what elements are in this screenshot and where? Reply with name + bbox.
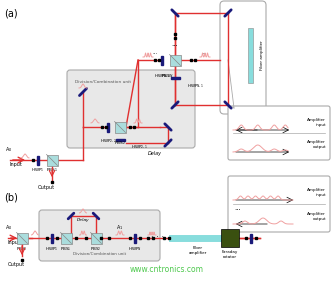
Bar	[170, 77, 179, 79]
Bar	[105, 126, 107, 128]
Bar	[51, 233, 53, 243]
Bar	[100, 237, 102, 239]
Bar	[134, 233, 136, 243]
Bar	[248, 28, 253, 83]
Bar	[51, 181, 53, 183]
Text: PBS$_{1}$: PBS$_{1}$	[46, 166, 58, 173]
FancyBboxPatch shape	[228, 106, 330, 160]
Bar	[115, 121, 126, 132]
Text: PBS$_{2}$: PBS$_{2}$	[114, 139, 126, 147]
Bar	[116, 139, 125, 141]
Bar	[32, 159, 34, 161]
Text: Amplifier
input: Amplifier input	[307, 118, 326, 127]
Text: A$_{0}$: A$_{0}$	[5, 223, 12, 232]
Text: Input: Input	[10, 162, 23, 167]
Text: HWP$_{N,2}$: HWP$_{N,2}$	[154, 72, 170, 80]
Bar	[91, 233, 102, 243]
Text: Amplifier
input: Amplifier input	[307, 188, 326, 197]
Text: Input: Input	[8, 240, 21, 245]
Bar	[129, 237, 131, 239]
Bar	[190, 59, 192, 61]
Bar	[37, 155, 39, 164]
Bar	[107, 123, 109, 132]
Text: Faraday
rotator: Faraday rotator	[222, 250, 238, 259]
Bar	[147, 237, 149, 239]
Bar	[174, 33, 176, 35]
Text: HWP$_{N}$: HWP$_{N}$	[128, 245, 142, 253]
Bar	[21, 259, 23, 261]
Bar	[139, 237, 141, 239]
Bar	[85, 237, 87, 239]
Text: Division/Combination unit: Division/Combination unit	[73, 252, 126, 256]
Text: Amplifier
output: Amplifier output	[307, 212, 326, 221]
Bar	[194, 59, 196, 61]
Bar	[47, 155, 58, 166]
Bar	[129, 126, 131, 128]
Text: ...: ...	[153, 50, 158, 55]
Text: Fiber
amplifier: Fiber amplifier	[189, 246, 207, 255]
Bar	[169, 55, 180, 65]
Text: ...: ...	[203, 50, 207, 55]
Text: PBS$_{N}$: PBS$_{N}$	[161, 72, 173, 80]
Text: · · ·: · · ·	[152, 233, 165, 243]
Text: HWP$_{1}$: HWP$_{1}$	[45, 245, 59, 253]
Text: Amplifier
output: Amplifier output	[307, 140, 326, 149]
Bar	[101, 126, 103, 128]
Bar	[154, 59, 156, 61]
Bar	[152, 237, 154, 239]
Text: PBS$_{0}$: PBS$_{0}$	[16, 245, 28, 253]
Bar	[75, 237, 77, 239]
Bar	[161, 55, 163, 65]
Text: A$_{1}$: A$_{1}$	[116, 223, 124, 232]
Bar	[61, 233, 72, 243]
Bar	[133, 126, 135, 128]
Bar	[17, 233, 28, 243]
Text: HWP$_{N,1}$: HWP$_{N,1}$	[187, 82, 204, 90]
Text: HWP$_{1}$: HWP$_{1}$	[31, 166, 45, 173]
Bar	[221, 229, 239, 247]
Text: Delay: Delay	[148, 151, 162, 156]
FancyBboxPatch shape	[39, 210, 160, 261]
Bar	[163, 237, 165, 239]
Text: (a): (a)	[4, 8, 18, 18]
Bar	[158, 59, 160, 61]
Text: Output: Output	[7, 262, 25, 267]
Text: www.cntronics.com: www.cntronics.com	[130, 265, 204, 275]
Bar	[46, 237, 48, 239]
Bar	[168, 237, 170, 239]
FancyBboxPatch shape	[220, 1, 266, 114]
Text: A$_{0}$: A$_{0}$	[5, 145, 12, 154]
Text: ...: ...	[235, 205, 241, 211]
FancyBboxPatch shape	[67, 70, 195, 148]
Text: Division/Combination unit: Division/Combination unit	[75, 80, 131, 84]
Text: Delay: Delay	[77, 218, 89, 222]
Text: PBS$_{1}$: PBS$_{1}$	[60, 245, 72, 253]
Text: (b): (b)	[4, 192, 18, 202]
Bar	[245, 237, 247, 239]
Text: HWP$_{2,1}$: HWP$_{2,1}$	[131, 143, 148, 151]
Bar	[56, 237, 58, 239]
Bar	[108, 237, 110, 239]
Text: ...: ...	[171, 41, 178, 47]
Text: HWP$_{2,2}$: HWP$_{2,2}$	[100, 137, 116, 145]
Text: Fiber amplifier: Fiber amplifier	[260, 40, 264, 70]
Bar	[174, 37, 176, 39]
FancyBboxPatch shape	[228, 176, 330, 232]
Text: PBS$_{2}$: PBS$_{2}$	[90, 245, 102, 253]
Bar	[250, 233, 252, 243]
Bar	[255, 237, 257, 239]
Text: Output: Output	[37, 185, 55, 190]
